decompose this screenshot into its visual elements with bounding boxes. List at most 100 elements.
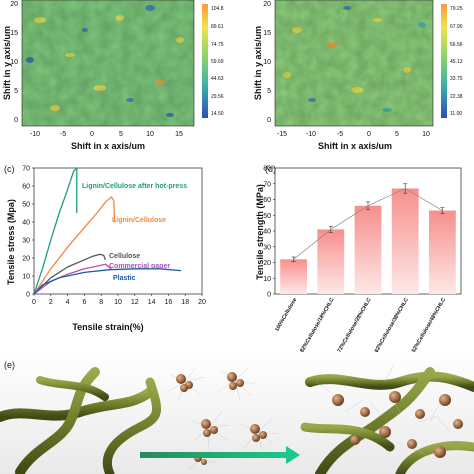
process-arrow-icon <box>140 446 300 464</box>
x-tick: -15 <box>277 131 287 138</box>
y-tick: 20 <box>263 260 271 267</box>
series-line-3 <box>33 263 112 295</box>
bar <box>280 259 307 294</box>
category-label: 82%Cellulose/18%CHLC <box>299 297 335 352</box>
cellulose-fibers-left <box>0 367 161 474</box>
category-label: 62%Cellulose/38%CHLC <box>374 297 410 352</box>
x-tick: -10 <box>306 131 316 138</box>
panel-b-ylabel: Shift in y axis/um <box>253 26 263 100</box>
y-tick: 70 <box>22 166 30 173</box>
category-label: 72%Cellulose/28%CHLC <box>337 297 373 352</box>
category-label: 100%Cellulose <box>274 297 298 333</box>
y-tick: 0 <box>14 117 18 124</box>
panel-e-letter: (e) <box>4 360 15 370</box>
y-tick: 30 <box>22 238 30 245</box>
composite-structure <box>300 365 474 474</box>
x-tick: 14 <box>148 299 156 306</box>
lignin-particles <box>166 367 279 471</box>
colorbar-tick: 22.38 <box>450 94 463 100</box>
y-tick: 15 <box>263 30 271 37</box>
category-label: 52%Cellulose/48%CHLC <box>411 297 447 352</box>
panel-d-bars: 100%Cellulose 82%Cellulose/18%CHLC 72%Cell… <box>274 183 456 352</box>
y-tick: 20 <box>22 256 30 263</box>
panel-a-xticks: -10 -5 0 5 10 15 <box>30 131 183 138</box>
y-tick: 50 <box>22 202 30 209</box>
colorbar-tick: 29.56 <box>211 94 224 100</box>
colorbar-tick: 56.56 <box>450 42 463 48</box>
y-tick: 5 <box>267 88 271 95</box>
y-tick: 0 <box>267 292 271 299</box>
y-tick: 20 <box>263 1 271 8</box>
x-tick: 2 <box>49 299 53 306</box>
panel-c-xlabel: Tensile strain(%) <box>72 322 143 332</box>
bar <box>354 205 382 294</box>
panel-b-xlabel: Shift in x axis/um <box>318 141 392 151</box>
y-tick: 5 <box>14 88 18 95</box>
panel-e-illustration: (e) <box>0 352 474 474</box>
panel-a-colorbar-ticks: 104.8 89.61 74.75 59.69 44.63 29.56 14.5… <box>211 6 224 117</box>
trend-line <box>293 188 443 260</box>
x-tick: 16 <box>165 299 173 306</box>
panel-b-yticks: 20 15 10 5 0 <box>263 1 271 124</box>
panel-d-letter: (d) <box>265 164 276 174</box>
panel-a-contour-map: 20 15 10 5 0 -10 -5 0 5 10 15 Shift in y… <box>2 0 224 151</box>
y-tick: 80 <box>263 166 271 173</box>
x-tick: -5 <box>337 131 343 138</box>
panel-b-colorbar-ticks: 79.25 67.90 56.56 45.13 33.75 22.38 11.0… <box>450 6 463 117</box>
panel-c-letter: (c) <box>4 164 15 174</box>
bar <box>317 229 345 294</box>
colorbar-tick: 67.90 <box>450 24 463 30</box>
x-tick: 8 <box>99 299 103 306</box>
y-tick: 10 <box>263 276 271 283</box>
x-tick: -10 <box>30 131 40 138</box>
panel-a-colorbar <box>202 4 208 118</box>
colorbar-tick: 74.75 <box>211 42 224 48</box>
series-label-commercial-paper: Commercial paper <box>109 263 170 270</box>
x-tick: 5 <box>395 131 399 138</box>
series-label-plastic: Plastic <box>113 275 136 282</box>
colorbar-tick: 33.75 <box>450 76 463 82</box>
y-tick: 40 <box>263 229 271 236</box>
panel-d-axes: 0 10 20 30 40 50 60 70 80 <box>263 166 462 299</box>
x-tick: 10 <box>422 131 430 138</box>
y-tick: 30 <box>263 244 271 251</box>
panel-c-axes: 0 2 4 6 8 10 12 14 16 18 20 0 10 20 30 40 50 60 70 <box>22 166 206 307</box>
colorbar-tick: 45.13 <box>450 59 463 65</box>
colorbar-tick: 11.00 <box>450 111 462 117</box>
y-tick: 50 <box>263 213 271 220</box>
series-line-0 <box>33 167 78 295</box>
panel-d-tensile-strength-chart: (d) 0 10 20 30 40 50 60 70 80 100%Cellulose 82%Ce… <box>255 164 462 352</box>
y-tick: 0 <box>26 292 30 299</box>
x-tick: 12 <box>131 299 139 306</box>
panel-d-ylabel: Tensile strength (MPa) <box>255 184 265 280</box>
x-tick: 20 <box>198 299 206 306</box>
x-tick: 0 <box>367 131 371 138</box>
x-tick: 18 <box>181 299 189 306</box>
x-tick: 0 <box>32 299 36 306</box>
y-tick: 15 <box>10 30 18 37</box>
y-tick: 10 <box>10 59 18 66</box>
y-tick: 10 <box>263 59 271 66</box>
panel-a-xlabel: Shift in x axis/um <box>71 141 145 151</box>
x-tick: 10 <box>146 131 154 138</box>
panel-c-series <box>33 167 182 295</box>
y-tick: 60 <box>263 197 271 204</box>
series-label-cellulose: Cellulose <box>109 253 140 260</box>
x-tick: -5 <box>60 131 66 138</box>
series-line-1 <box>33 196 116 295</box>
y-tick: 60 <box>22 184 30 191</box>
y-tick: 20 <box>10 1 18 8</box>
y-tick: 40 <box>22 220 30 227</box>
x-tick: 6 <box>82 299 86 306</box>
series-label-lignin-cellulose-hot-press: Lignin/Cellulose after hot-press <box>82 183 187 190</box>
series-label-lignin-cellulose: Lignin/Cellulose <box>112 217 166 224</box>
panel-c-series-labels: Lignin/Cellulose after hot-press Lignin/… <box>82 183 187 282</box>
colorbar-tick: 89.61 <box>211 24 224 30</box>
panel-b-xticks: -15 -10 -5 0 5 10 <box>277 131 430 138</box>
x-tick: 15 <box>175 131 183 138</box>
series-line-4 <box>33 268 182 295</box>
colorbar-tick: 14.50 <box>211 111 224 117</box>
x-tick: 5 <box>119 131 123 138</box>
colorbar-tick: 44.63 <box>211 76 224 82</box>
y-tick: 0 <box>267 117 271 124</box>
